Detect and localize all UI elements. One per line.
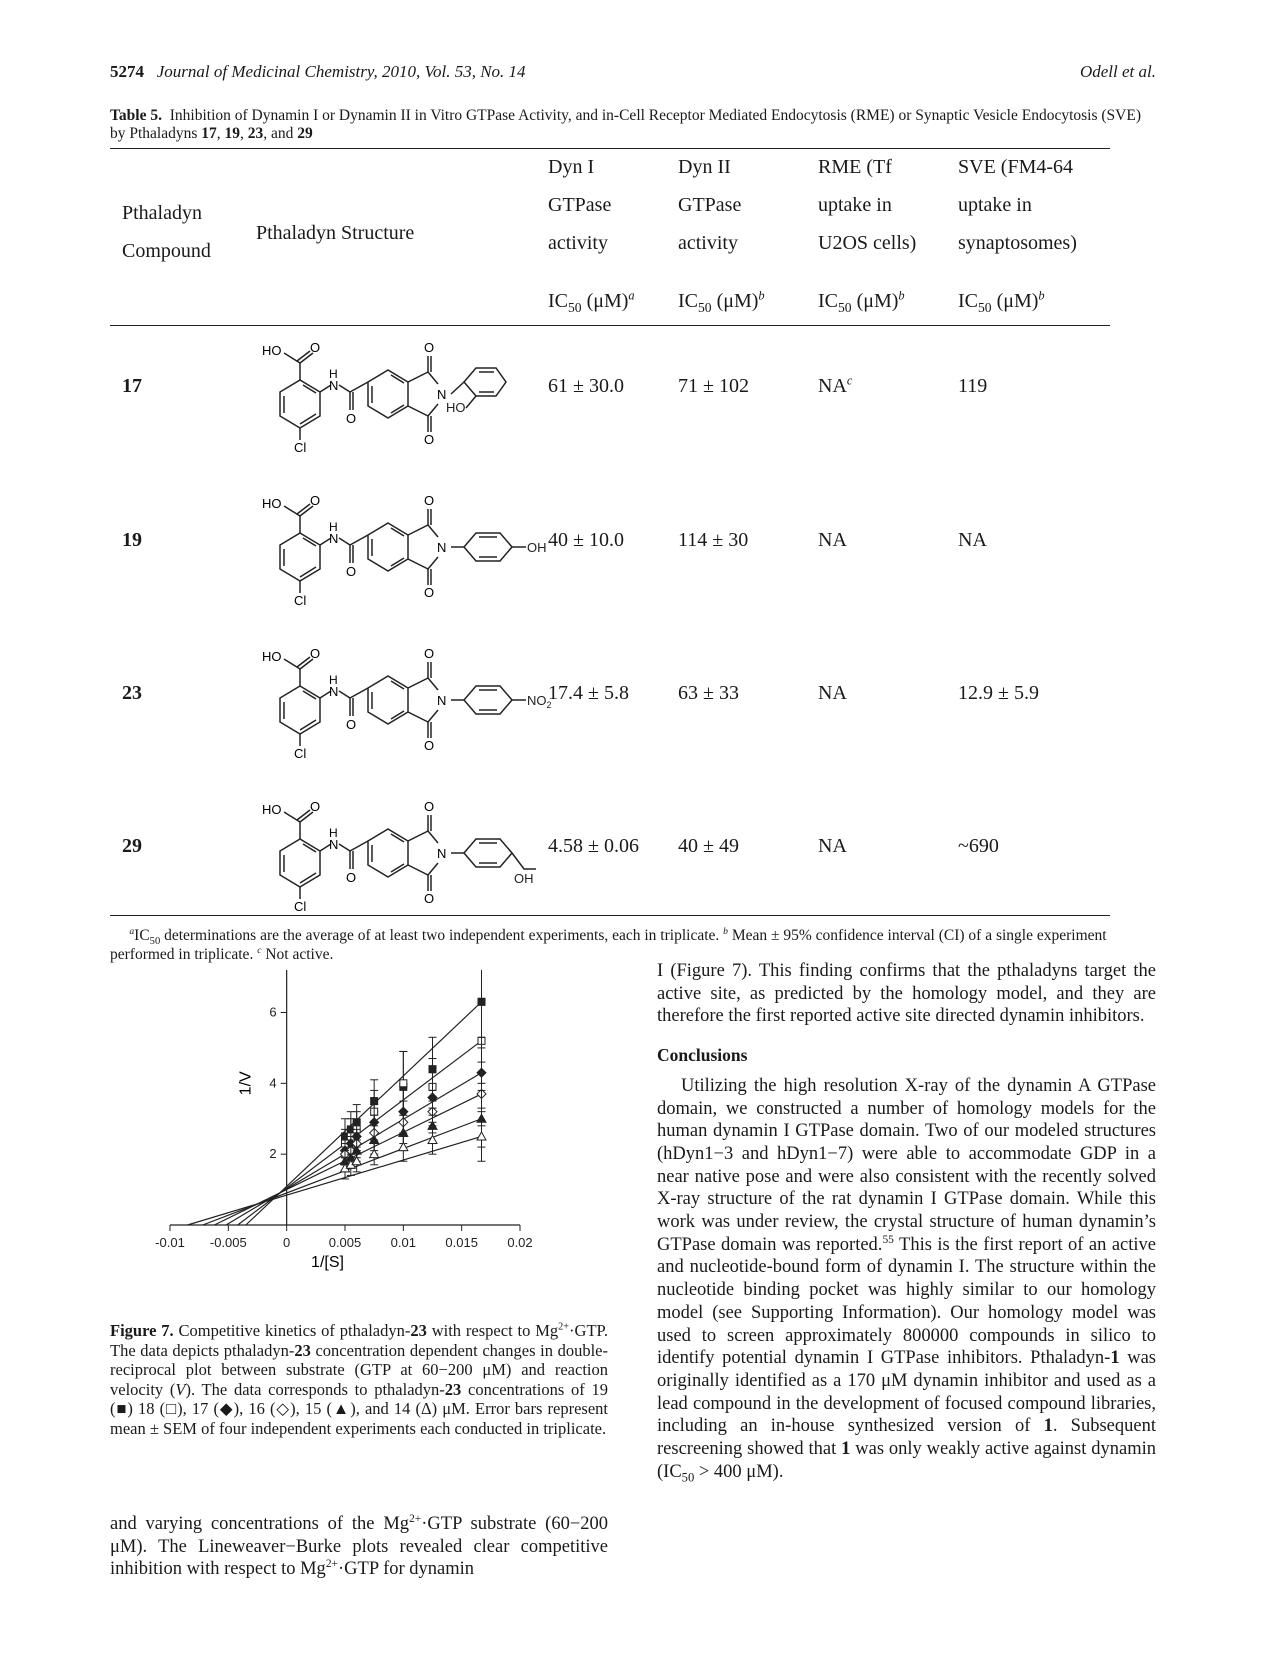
table-top-rule xyxy=(110,148,1110,149)
x-tick-label: 0.015 xyxy=(445,1235,478,1250)
y-tick-label: 4 xyxy=(269,1075,276,1090)
x-tick-label: 0.005 xyxy=(329,1235,362,1250)
journal-citation: Journal of Medicinal Chemistry, 2010, Vo… xyxy=(156,62,526,81)
structure-29: OH xyxy=(262,799,536,914)
table-caption: Table 5. Inhibition of Dynamin I or Dyna… xyxy=(110,107,1141,142)
ic50-header-dyn1: IC50 (μM)a xyxy=(548,288,635,315)
table-label: Table 5. xyxy=(110,107,162,124)
header-line: Dyn II xyxy=(678,156,731,178)
table-bottom-rule xyxy=(110,915,1110,916)
header-compound: Pthaladyn Compound xyxy=(122,194,211,270)
rme-value: NA xyxy=(818,682,847,704)
dyn1-value: 61 ± 30.0 xyxy=(548,375,624,397)
x-tick-label: 0 xyxy=(283,1235,290,1250)
sve-value: NA xyxy=(958,529,987,551)
header-dyn2: Dyn II GTPase activity xyxy=(678,148,741,262)
structure-19: OH xyxy=(262,493,547,608)
dyn1-value: 17.4 ± 5.8 xyxy=(548,682,629,704)
y-tick-label: 6 xyxy=(269,1005,276,1020)
compound-17: 17 xyxy=(122,375,142,397)
table-header-rule xyxy=(110,325,1110,326)
header-line: GTPase xyxy=(548,194,612,216)
structure-23: NO2 xyxy=(262,646,552,761)
figure-7-chart: -0.01 -0.005 0 0.005 0.01 0.015 0.02 2 4 6 1/V 1/… xyxy=(155,970,533,1271)
caption-num: 17 xyxy=(201,125,217,142)
table-caption-text: Inhibition of Dynamin I or Dynamin II in… xyxy=(110,107,1141,142)
dyn1-value: 40 ± 10.0 xyxy=(548,529,624,551)
data-point xyxy=(427,1134,438,1144)
x-axis-label: 1/[S] xyxy=(311,1254,344,1271)
header-line: RME (Tf xyxy=(818,156,892,178)
ic50-header-sve: IC50 (μM)b xyxy=(958,288,1045,315)
caption-num: 29 xyxy=(297,125,313,142)
data-point xyxy=(368,1148,380,1159)
x-tick-label: 0.02 xyxy=(507,1235,532,1250)
dyn2-value: 71 ± 102 xyxy=(678,375,749,397)
svg-text:OH: OH xyxy=(527,540,547,555)
header-line: activity xyxy=(678,232,738,254)
header-structure: Pthaladyn Structure xyxy=(256,222,415,244)
dyn1-value: 4.58 ± 0.06 xyxy=(548,835,639,857)
x-tick-label: 0.01 xyxy=(391,1235,416,1250)
header-authors: Odell et al. xyxy=(1079,62,1156,81)
rme-value: NAc xyxy=(818,373,853,397)
table-footnote: aIC50 determinations are the average of … xyxy=(110,925,1107,963)
rme-value: NA xyxy=(818,835,847,857)
header-line: activity xyxy=(548,232,608,254)
svg-text:NO2: NO2 xyxy=(527,693,552,710)
figure-label: Figure 7. xyxy=(110,1321,174,1340)
header-line: U2OS cells) xyxy=(818,232,917,254)
header-line: GTPase xyxy=(678,194,742,216)
header-line: synaptosomes) xyxy=(958,232,1077,254)
x-tick-label: -0.005 xyxy=(210,1235,247,1250)
header-compound-line: Compound xyxy=(122,240,211,262)
page-number: 5274 xyxy=(110,62,144,81)
header-line: uptake in xyxy=(818,194,892,216)
ic50-header-dyn2: IC50 (μM)b xyxy=(678,288,765,315)
running-header: 5274 Journal of Medicinal Chemistry, 201… xyxy=(110,62,526,82)
plot-layer: -0.01 -0.005 0 0.005 0.01 0.015 0.02 2 4 6 xyxy=(155,970,533,1250)
caption-num: 23 xyxy=(247,125,264,142)
y-tick-label: 2 xyxy=(269,1146,276,1161)
section-heading-conclusions: Conclusions xyxy=(657,1045,748,1066)
header-line: Dyn I xyxy=(548,156,595,178)
compound-29: 29 xyxy=(122,835,142,857)
ic50-header-rme: IC50 (μM)b xyxy=(818,288,905,315)
compound-23: 23 xyxy=(122,682,142,704)
header-compound-line: Pthaladyn xyxy=(122,202,202,224)
data-point xyxy=(476,1130,487,1141)
header-dyn1: Dyn I GTPase activity xyxy=(548,148,611,262)
series-line xyxy=(245,1001,482,1226)
sve-value: 12.9 ± 5.9 xyxy=(958,682,1039,704)
x-tick-label: -0.01 xyxy=(155,1235,185,1250)
header-line: SVE (FM4-64 xyxy=(958,156,1074,178)
right-paragraph-1: I (Figure 7). This finding confirms that… xyxy=(657,961,1156,1027)
data-point xyxy=(397,1141,409,1152)
caption-num: 19 xyxy=(224,125,241,142)
sve-value: ~690 xyxy=(958,835,999,857)
right-column: I (Figure 7). This finding confirms that… xyxy=(657,960,1156,1485)
svg-text:HO: HO xyxy=(446,400,466,415)
sve-value: 119 xyxy=(958,375,988,397)
data-point xyxy=(399,1079,408,1088)
conclusions-paragraph: Utilizing the high resolution X-ray of t… xyxy=(657,1075,1156,1485)
header-sve: SVE (FM4-64 uptake in synaptosomes) xyxy=(958,148,1077,262)
compound-19: 19 xyxy=(122,529,142,551)
data-point xyxy=(351,1155,363,1166)
rme-value: NA xyxy=(818,529,847,551)
left-column-paragraph: and varying concentrations of the Mg2+·G… xyxy=(110,1512,608,1580)
header-rme: RME (Tf uptake in U2OS cells) xyxy=(818,148,916,262)
series-line xyxy=(187,1135,482,1226)
y-axis-label: 1/V xyxy=(238,1071,255,1095)
dyn2-value: 63 ± 33 xyxy=(678,682,739,704)
dyn2-value: 114 ± 30 xyxy=(678,529,749,551)
svg-text:OH: OH xyxy=(514,871,534,886)
figure-caption: Figure 7. Competitive kinetics of pthala… xyxy=(110,1321,608,1438)
header-line: uptake in xyxy=(958,194,1032,216)
dyn2-value: 40 ± 49 xyxy=(678,835,739,857)
